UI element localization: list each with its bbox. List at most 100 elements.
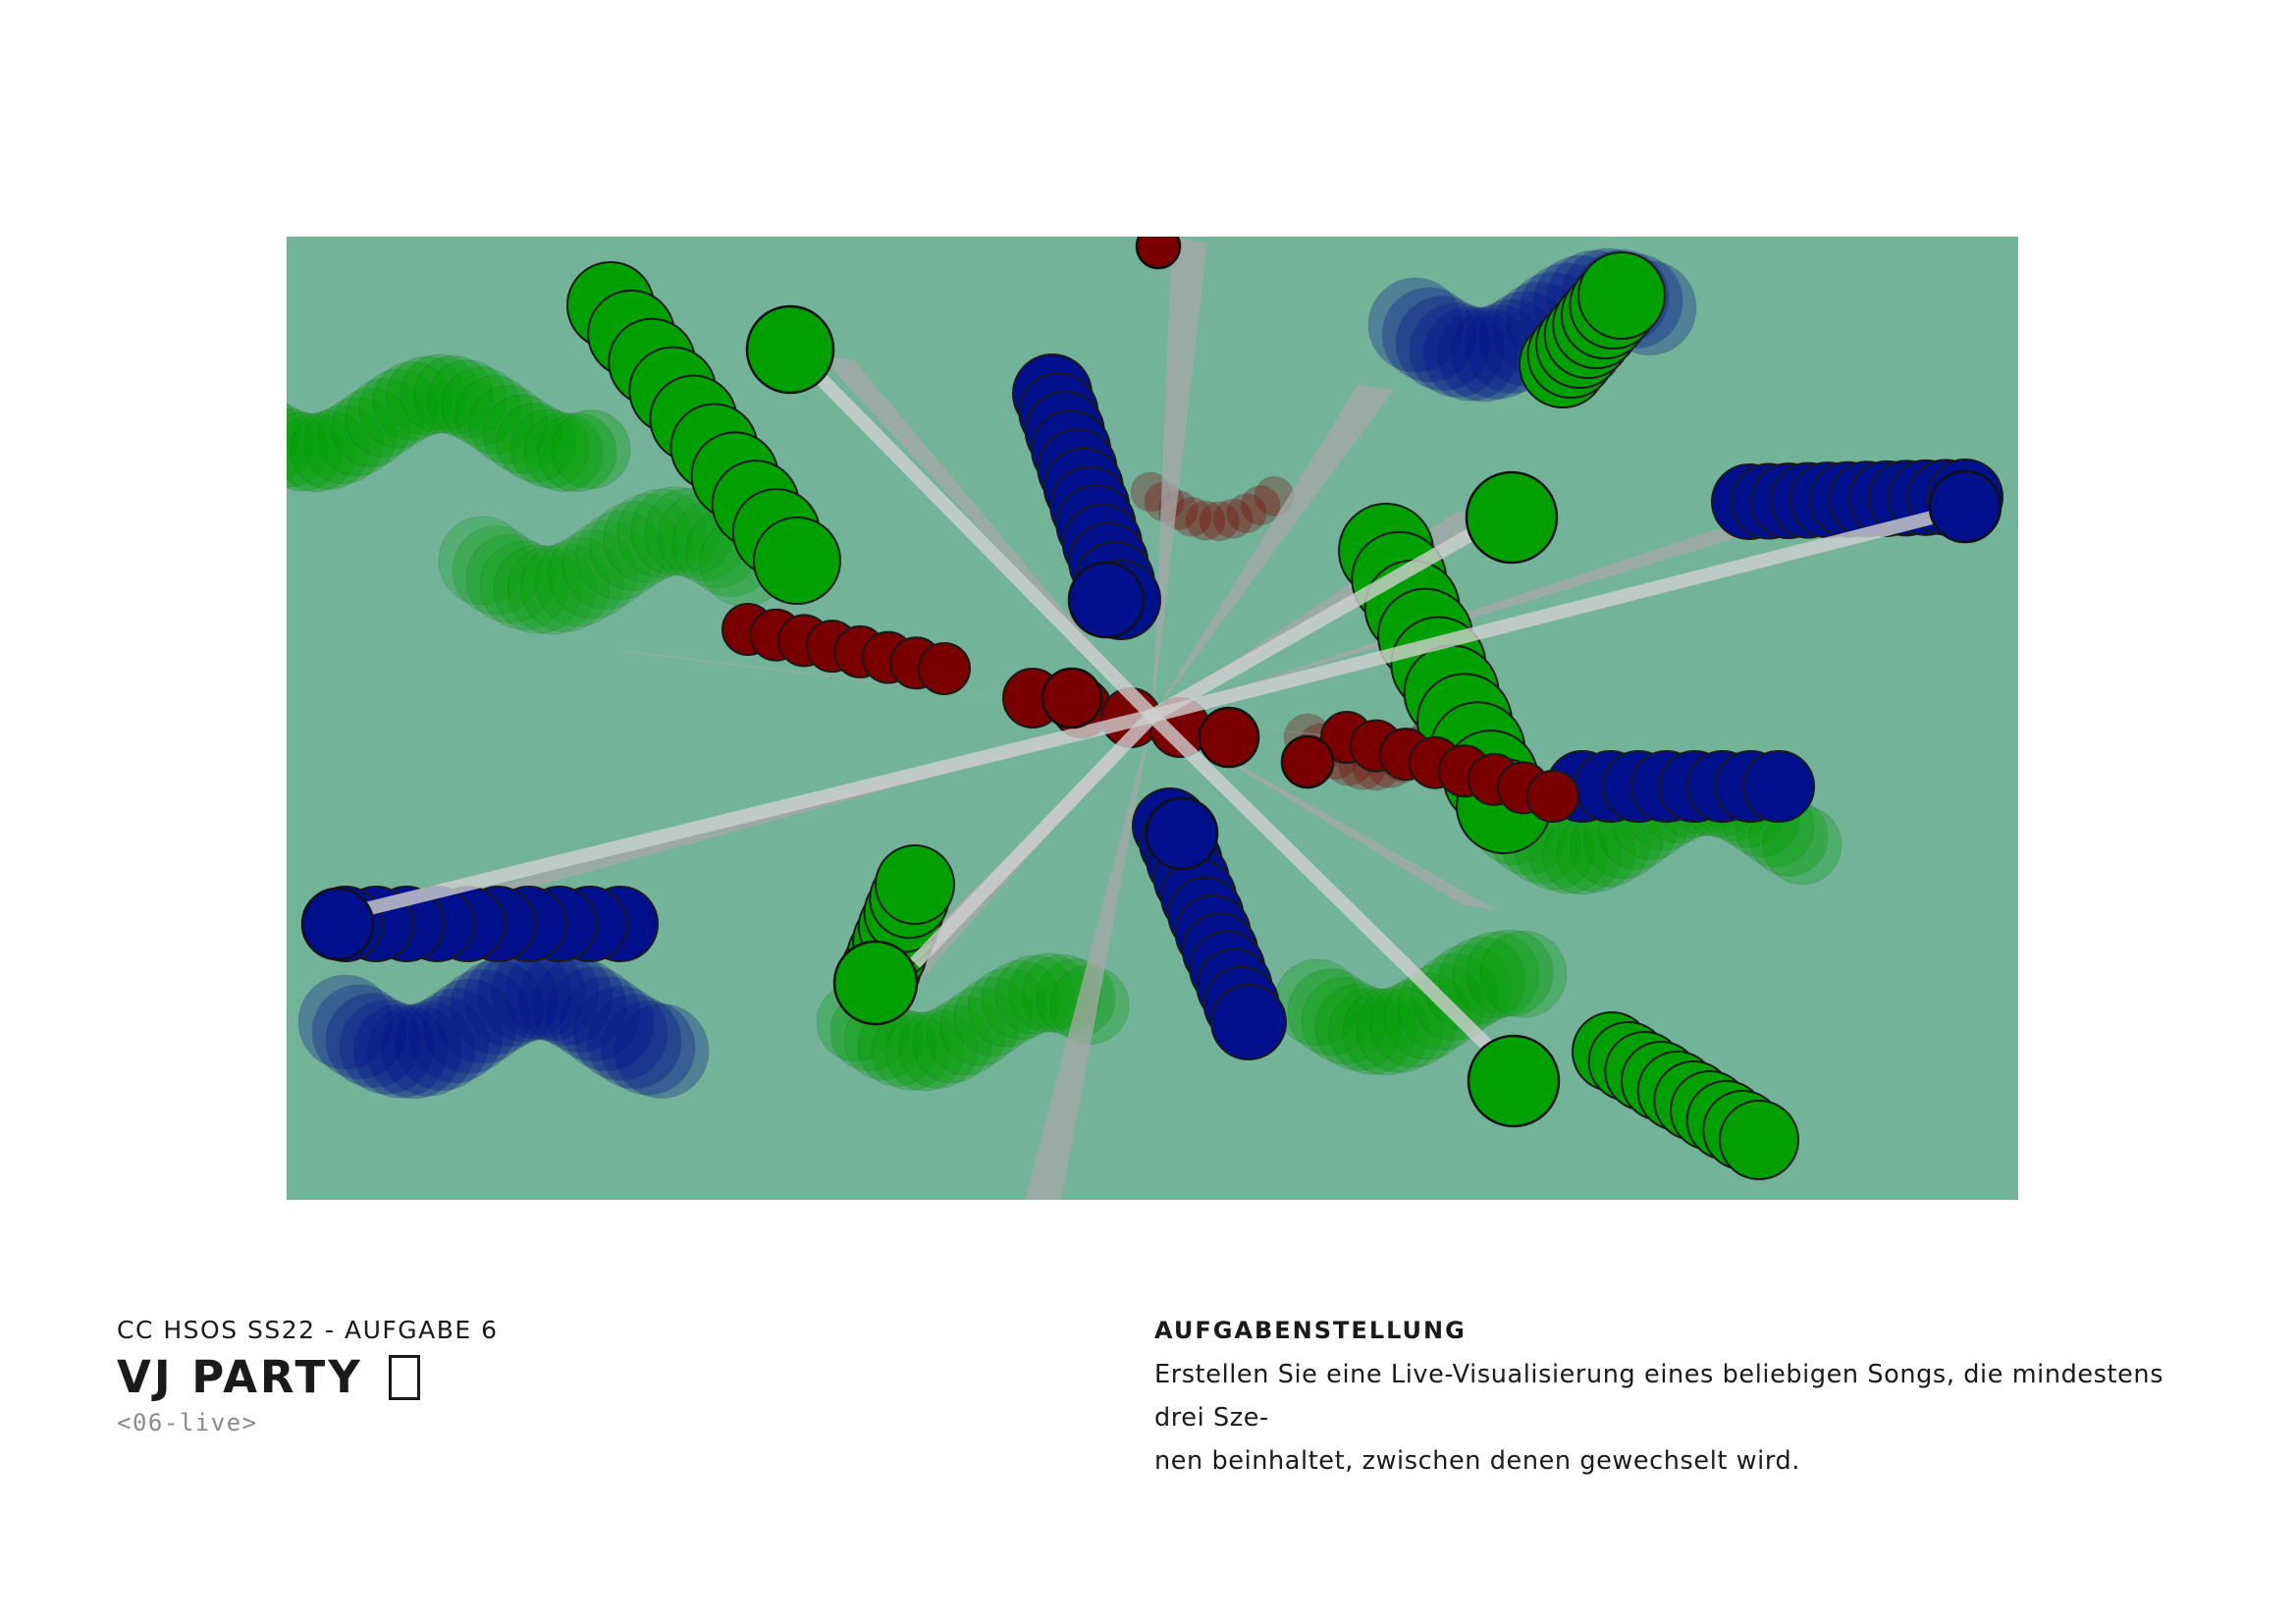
- trail-dot: [507, 545, 597, 635]
- trail-dot: [630, 486, 721, 576]
- trail-dot: [603, 493, 693, 583]
- trail-dot: [287, 411, 343, 492]
- trail-dot: [1328, 987, 1416, 1075]
- trail-dot: [994, 954, 1075, 1035]
- trail-dot: [545, 966, 641, 1062]
- trail-dot: [372, 360, 453, 441]
- beam-leader: [1150, 505, 1957, 723]
- head-ball: [1067, 561, 1146, 639]
- beam-leader: [792, 350, 1157, 721]
- green-ball: [1577, 251, 1666, 340]
- head-ball: [1135, 237, 1182, 270]
- trail-dot: [479, 540, 569, 630]
- trail-dot: [400, 353, 480, 434]
- trail-dot: [297, 974, 394, 1070]
- trail-dot: [465, 534, 556, 624]
- trail-dot: [366, 1003, 462, 1100]
- beam-leader: [1148, 514, 1498, 723]
- trail-dot: [551, 409, 631, 490]
- red-ball: [918, 642, 971, 695]
- trail-dot: [1356, 985, 1444, 1073]
- blue-ball: [1210, 984, 1287, 1060]
- head-ball: [1467, 1034, 1561, 1128]
- trail-dot: [352, 1002, 449, 1099]
- trail-dot: [325, 993, 421, 1089]
- light-beam: [1152, 384, 1394, 716]
- trail-dot: [1411, 952, 1499, 1041]
- trail-dot: [589, 501, 679, 591]
- head-ball: [745, 304, 835, 395]
- trail-dot: [912, 1003, 992, 1084]
- trail-dot: [600, 1000, 696, 1096]
- red-ball: [1526, 770, 1579, 823]
- task-section: AUFGABENSTELLUNG Erstellen Sie eine Live…: [1154, 1314, 2195, 1483]
- trail-dot: [339, 999, 435, 1095]
- trail-dot: [523, 411, 604, 492]
- blue-ball: [1742, 750, 1815, 823]
- light-beam: [1152, 502, 1836, 716]
- trail-dot: [1301, 977, 1389, 1065]
- head-ball: [1198, 706, 1260, 769]
- head-ball: [832, 940, 919, 1026]
- task-description: Erstellen Sie eine Live-Visualisierung e…: [1154, 1353, 2195, 1483]
- course-label: CC HSOS SS22 - AUFGABE 6: [117, 1316, 499, 1344]
- trail-dot: [537, 412, 617, 493]
- trail-dot: [1381, 287, 1477, 383]
- trail-dot: [509, 408, 590, 489]
- trail-dot: [871, 1010, 951, 1091]
- trail-dot: [287, 403, 315, 480]
- trail-dot: [534, 537, 624, 627]
- beam-leader: [344, 709, 1154, 921]
- trail-dot: [380, 1001, 476, 1097]
- trail-dot: [287, 402, 301, 463]
- light-beam: [1152, 237, 1207, 716]
- task-description-line: nen beinhaltet, zwischen denen gewechsel…: [1154, 1446, 1800, 1476]
- trail-dot: [427, 359, 507, 440]
- trail-dot: [290, 409, 370, 490]
- project-title-row: VJ PARTY: [117, 1349, 1000, 1406]
- trail-dot: [1287, 968, 1375, 1056]
- trail-dot: [520, 542, 611, 632]
- task-description-line: Erstellen Sie eine Live-Visualisierung e…: [1154, 1360, 2164, 1433]
- trail-dot: [1199, 501, 1240, 542]
- trail-dot: [358, 368, 439, 449]
- green-ball: [875, 844, 955, 925]
- trail-dot: [884, 1011, 965, 1092]
- trail-dot: [926, 996, 1006, 1076]
- trail-dot: [967, 967, 1047, 1048]
- trail-dot: [317, 397, 398, 477]
- trail-dot: [1383, 972, 1471, 1060]
- task-heading: AUFGABENSTELLUNG: [1154, 1317, 1467, 1344]
- trail-dot: [438, 515, 528, 606]
- trail-dot: [482, 394, 562, 474]
- trail-dot: [561, 519, 652, 610]
- trail-dot: [496, 403, 576, 483]
- trail-dot: [1452, 931, 1540, 1019]
- trail-dot: [435, 968, 531, 1064]
- trail-dot: [1438, 936, 1526, 1024]
- trail-dot: [575, 510, 666, 600]
- trail-dot: [1409, 301, 1505, 398]
- trail-dot: [345, 377, 425, 458]
- head-ball: [1041, 667, 1103, 730]
- trail-dot: [407, 988, 504, 1084]
- trail-dot: [616, 488, 707, 578]
- trail-dot: [614, 1002, 710, 1099]
- trail-dot: [468, 385, 549, 465]
- trail-dot: [493, 544, 583, 634]
- vj-visualization-canvas: [287, 237, 2003, 1200]
- trail-dot: [1342, 988, 1430, 1076]
- trail-dot: [981, 959, 1061, 1040]
- trail-dot: [939, 986, 1020, 1066]
- trail-dot: [386, 355, 466, 436]
- trail-dot: [559, 976, 655, 1072]
- head-ball: [1280, 734, 1335, 789]
- project-meta: CC HSOS SS22 - AUFGABE 6 VJ PARTY <06-li…: [117, 1314, 1000, 1439]
- missing-glyph-icon: [388, 1355, 420, 1400]
- trail-dot: [1395, 296, 1491, 392]
- trail-dot: [1466, 929, 1554, 1017]
- trail-dot: [303, 405, 384, 485]
- vj-visualization-image: [287, 237, 2018, 1200]
- trail-dot: [1422, 305, 1519, 402]
- trail-dot: [1314, 983, 1403, 1071]
